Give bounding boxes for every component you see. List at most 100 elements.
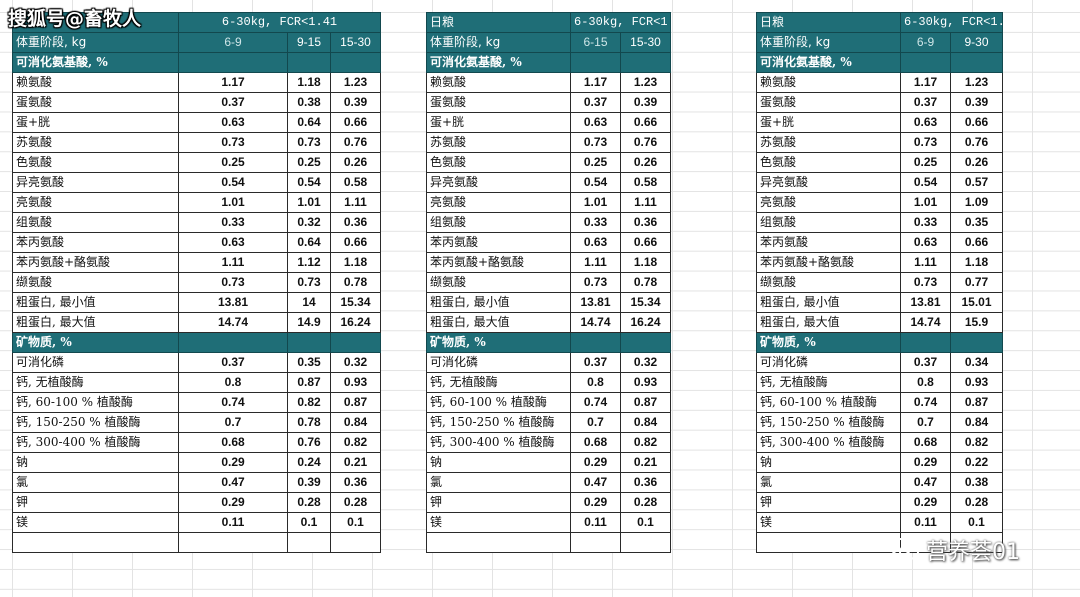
value-cell[interactable]: 0.28 (620, 492, 671, 513)
value-cell[interactable]: 1.23 (329, 72, 382, 93)
row-label[interactable]: 镁 (756, 512, 901, 533)
weight-stage-label[interactable]: 体重阶段, kg (426, 32, 571, 53)
value-cell[interactable]: 1.17 (178, 72, 288, 93)
value-cell[interactable]: 0.54 (287, 172, 331, 193)
value-cell[interactable]: 1.11 (178, 252, 288, 273)
value-cell[interactable]: 0.63 (570, 232, 621, 253)
weight-stage-header[interactable]: 6-15 (570, 32, 621, 53)
value-cell[interactable]: 0.73 (178, 132, 288, 153)
value-cell[interactable]: 1.17 (900, 72, 951, 93)
value-cell[interactable]: 0.93 (620, 372, 671, 393)
value-cell[interactable]: 0.73 (570, 272, 621, 293)
value-cell[interactable]: 0.74 (900, 392, 951, 413)
row-label[interactable]: 异亮氨酸 (756, 172, 901, 193)
value-cell[interactable]: 1.11 (570, 252, 621, 273)
value-cell[interactable]: 0.37 (570, 352, 621, 373)
value-cell[interactable]: 0.29 (570, 492, 621, 513)
empty-cell[interactable] (950, 532, 1003, 553)
value-cell[interactable]: 0.73 (287, 132, 331, 153)
mineral-section-header[interactable]: 矿物质, % (756, 332, 901, 353)
row-label[interactable]: 氯 (426, 472, 571, 493)
row-label[interactable]: 钙, 60-100 % 植酸酶 (756, 392, 901, 413)
value-cell[interactable]: 0.58 (329, 172, 382, 193)
header-filler[interactable] (178, 332, 288, 353)
row-label[interactable]: 苏氨酸 (426, 132, 571, 153)
value-cell[interactable]: 0.64 (287, 112, 331, 133)
value-cell[interactable]: 0.28 (329, 492, 382, 513)
value-cell[interactable]: 1.12 (287, 252, 331, 273)
value-cell[interactable]: 0.87 (287, 372, 331, 393)
weight-stage-header[interactable]: 9-30 (950, 32, 1003, 53)
value-cell[interactable]: 15.9 (950, 312, 1003, 333)
value-cell[interactable]: 0.22 (950, 452, 1003, 473)
value-cell[interactable]: 14.74 (900, 312, 951, 333)
row-label[interactable]: 粗蛋白, 最大值 (12, 312, 179, 333)
value-cell[interactable]: 1.18 (620, 252, 671, 273)
value-cell[interactable]: 0.33 (570, 212, 621, 233)
mineral-section-header[interactable]: 矿物质, % (12, 332, 179, 353)
row-label[interactable]: 钙, 150-250 % 植酸酶 (12, 412, 179, 433)
row-label[interactable]: 钙, 300-400 % 植酸酶 (756, 432, 901, 453)
row-label[interactable]: 蛋+胱 (426, 112, 571, 133)
empty-cell[interactable] (12, 532, 179, 553)
value-cell[interactable]: 0.7 (900, 412, 951, 433)
row-label[interactable]: 钙, 60-100 % 植酸酶 (426, 392, 571, 413)
row-label[interactable]: 异亮氨酸 (426, 172, 571, 193)
row-label[interactable]: 粗蛋白, 最小值 (426, 292, 571, 313)
value-cell[interactable]: 15.01 (950, 292, 1003, 313)
value-cell[interactable]: 0.77 (950, 272, 1003, 293)
header-filler[interactable] (329, 332, 382, 353)
value-cell[interactable]: 0.25 (287, 152, 331, 173)
row-label[interactable]: 赖氨酸 (426, 72, 571, 93)
value-cell[interactable]: 0.11 (570, 512, 621, 533)
value-cell[interactable]: 1.17 (570, 72, 621, 93)
value-cell[interactable]: 0.37 (900, 352, 951, 373)
value-cell[interactable]: 0.21 (329, 452, 382, 473)
value-cell[interactable]: 0.78 (287, 412, 331, 433)
value-cell[interactable]: 0.87 (950, 392, 1003, 413)
value-cell[interactable]: 0.29 (900, 492, 951, 513)
value-cell[interactable]: 0.64 (287, 232, 331, 253)
value-cell[interactable]: 0.73 (570, 132, 621, 153)
value-cell[interactable]: 16.24 (620, 312, 671, 333)
value-cell[interactable]: 0.24 (287, 452, 331, 473)
value-cell[interactable]: 0.7 (570, 412, 621, 433)
value-cell[interactable]: 0.38 (950, 472, 1003, 493)
weight-stage-header[interactable]: 15-30 (329, 32, 382, 53)
value-cell[interactable]: 0.1 (287, 512, 331, 533)
value-cell[interactable]: 0.87 (329, 392, 382, 413)
empty-cell[interactable] (178, 532, 288, 553)
row-label[interactable]: 色氨酸 (756, 152, 901, 173)
value-cell[interactable]: 0.54 (900, 172, 951, 193)
row-label[interactable]: 钠 (426, 452, 571, 473)
value-cell[interactable]: 16.24 (329, 312, 382, 333)
value-cell[interactable]: 13.81 (900, 292, 951, 313)
title-right-cell[interactable]: 6-30kg, FCR<1.41 (177, 12, 382, 33)
value-cell[interactable]: 0.82 (950, 432, 1003, 453)
header-filler[interactable] (178, 52, 288, 73)
row-label[interactable]: 亮氨酸 (756, 192, 901, 213)
value-cell[interactable]: 0.68 (900, 432, 951, 453)
value-cell[interactable]: 0.66 (620, 232, 671, 253)
value-cell[interactable]: 0.36 (620, 472, 671, 493)
value-cell[interactable]: 0.29 (570, 452, 621, 473)
value-cell[interactable]: 0.29 (178, 492, 288, 513)
value-cell[interactable]: 0.26 (950, 152, 1003, 173)
value-cell[interactable]: 0.1 (950, 512, 1003, 533)
value-cell[interactable]: 14.74 (570, 312, 621, 333)
value-cell[interactable]: 1.18 (950, 252, 1003, 273)
value-cell[interactable]: 1.18 (287, 72, 331, 93)
row-label[interactable]: 组氨酸 (426, 212, 571, 233)
value-cell[interactable]: 1.11 (329, 192, 382, 213)
value-cell[interactable]: 0.29 (900, 452, 951, 473)
value-cell[interactable]: 1.09 (950, 192, 1003, 213)
value-cell[interactable]: 0.36 (329, 212, 382, 233)
value-cell[interactable]: 0.33 (178, 212, 288, 233)
value-cell[interactable]: 0.32 (620, 352, 671, 373)
value-cell[interactable]: 0.63 (570, 112, 621, 133)
value-cell[interactable]: 0.66 (329, 232, 382, 253)
row-label[interactable]: 钠 (756, 452, 901, 473)
value-cell[interactable]: 1.01 (287, 192, 331, 213)
row-label[interactable]: 缬氨酸 (426, 272, 571, 293)
row-label[interactable]: 钙, 300-400 % 植酸酶 (426, 432, 571, 453)
